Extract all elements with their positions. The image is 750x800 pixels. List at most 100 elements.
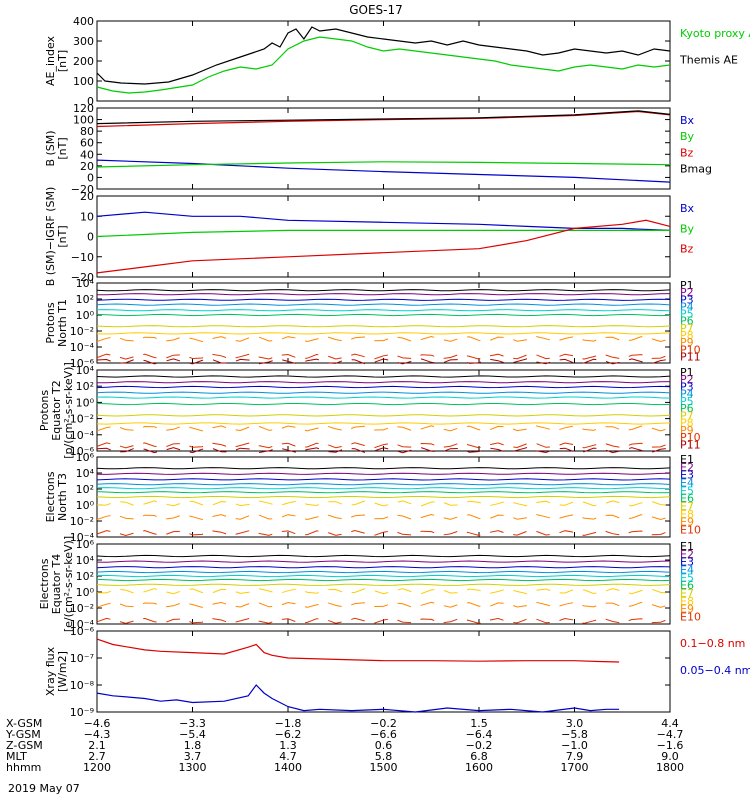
y-axis-title: ElectronsEquator T4[e/(cm²-s-sr-keV)] [38,536,75,632]
x-row-value: 1.3 [279,739,297,752]
y-tick-label: 10⁰ [76,499,95,512]
x-row-value: −5.8 [561,728,588,741]
series-line-themis-ae [96,26,671,85]
x-row-value: 6.8 [470,750,488,763]
legend-e1: E1 [680,540,694,553]
series-line-p8 [96,422,671,425]
y-axis-title: ProtonsNorth T1 [44,299,69,347]
legend-e10: E10 [680,524,701,537]
y-tick-label: 10⁻⁶ [70,625,95,638]
x-row-value: −6.6 [370,728,397,741]
x-row-value: 4.7 [279,750,297,763]
x-row-value: 9.0 [661,750,679,763]
series-line-p2 [96,293,671,296]
x-row-value: 2.1 [88,739,106,752]
legend-p2: P2 [680,286,694,299]
legend-p11: P11 [680,350,701,363]
panel-bigrf: −20 −10 0 10 20 B (SM)−IGRF (SM)[nT] Bx By Bz [44,187,695,287]
x-row-value: −4.7 [657,728,684,741]
y-axis-title: ElectronsNorth T3 [44,471,69,522]
series-line-kyoto-proxy-ae [96,36,671,94]
legend-p10: P10 [680,431,701,444]
panel-frame [96,630,671,713]
legend-p7: P7 [680,322,694,335]
y-tick-label: 10⁰ [76,396,95,409]
date-label: 2019 May 07 [8,782,80,795]
legend-p2: P2 [680,373,694,386]
x-row-value: −1.6 [657,739,684,752]
legend-e7: E7 [680,500,694,513]
y-tick-label: 100 [73,114,94,127]
legend-e2: E2 [680,461,694,474]
y-tick-label: −20 [71,183,94,196]
x-row-value: 1800 [656,761,684,774]
legend-e2: E2 [680,548,694,561]
series-line-bz [96,219,671,274]
series-line-e10 [96,529,671,537]
legend-e3: E3 [680,469,694,482]
legend-p11: P11 [680,438,701,451]
series-line-e5 [96,487,671,490]
x-row-value: −6.2 [275,728,302,741]
y-axis-title: Xray flux[W/m2] [44,646,69,696]
x-row-label: X-GSM [6,717,42,730]
series-line-p6 [96,402,671,406]
series-line-p4 [96,391,671,394]
legend-e4: E4 [680,477,694,490]
legend-p3: P3 [680,380,694,393]
x-row-value: −4.6 [84,717,111,730]
legend-e7: E7 [680,587,694,600]
y-tick-label: 10² [76,380,94,393]
panel-ae: 0 100 200 300 400 AE_index[nT] Kyoto proxy AE T… [44,15,750,108]
series-line-bx [96,159,671,183]
x-row-value: 1.8 [184,739,202,752]
x-row-value: 0.6 [375,739,393,752]
x-row-value: 1400 [274,761,302,774]
legend-p3: P3 [680,293,694,306]
x-row-value: −0.2 [466,739,493,752]
legend-p4: P4 [680,388,694,401]
x-row-value: 3.0 [566,717,584,730]
x-row-value: 5.8 [375,750,393,763]
y-axis-title: B (SM)[nT] [44,130,69,166]
panel-pn: 10⁻⁶ 10⁻⁴ 10⁻² 10⁰ 10² 10⁴ ProtonsNorth T1 P1P2… [44,277,701,370]
y-tick-label: 20 [80,190,94,203]
y-tick-label: 10⁻⁴ [70,429,95,442]
series-line-e6 [96,578,671,582]
series-line-p11 [96,447,671,454]
legend-e3: E3 [680,556,694,569]
legend-e9: E9 [680,603,694,616]
y-tick-label: 10⁻⁷ [70,652,94,665]
legend-p6: P6 [680,402,694,415]
series-line-p10 [96,442,671,449]
y-tick-label: 10⁴ [76,554,95,567]
x-row-value: 2.7 [88,750,106,763]
x-row-value: −1.0 [561,739,588,752]
legend-e8: E8 [680,508,694,521]
x-row-value: −0.2 [370,717,397,730]
x-row-value: 7.9 [566,750,584,763]
series-line-p7 [96,414,671,417]
y-tick-label: 10⁻⁸ [70,679,95,692]
y-tick-label: 10 [80,210,94,223]
series-line-e4 [96,570,671,574]
series-line-p8 [96,332,671,335]
series-line-e6 [96,491,671,494]
y-tick-label: 10⁻² [70,602,94,615]
series-line-p1 [96,289,671,292]
chart-title: GOES-17 [349,3,403,17]
series-line-e1 [96,554,671,558]
legend-e8: E8 [680,595,694,608]
series-line-0-1-0-8-nm [96,638,620,663]
y-tick-label: 10⁶ [76,451,95,464]
series-line-e5 [96,574,671,578]
series-line-e9 [96,601,671,608]
y-tick-label: 10⁻² [70,515,94,528]
legend-p9: P9 [680,336,694,349]
legend-e5: E5 [680,571,694,584]
y-tick-label: 20 [80,160,94,173]
y-tick-label: 10⁴ [76,467,95,480]
x-row-value: 1.5 [470,717,488,730]
